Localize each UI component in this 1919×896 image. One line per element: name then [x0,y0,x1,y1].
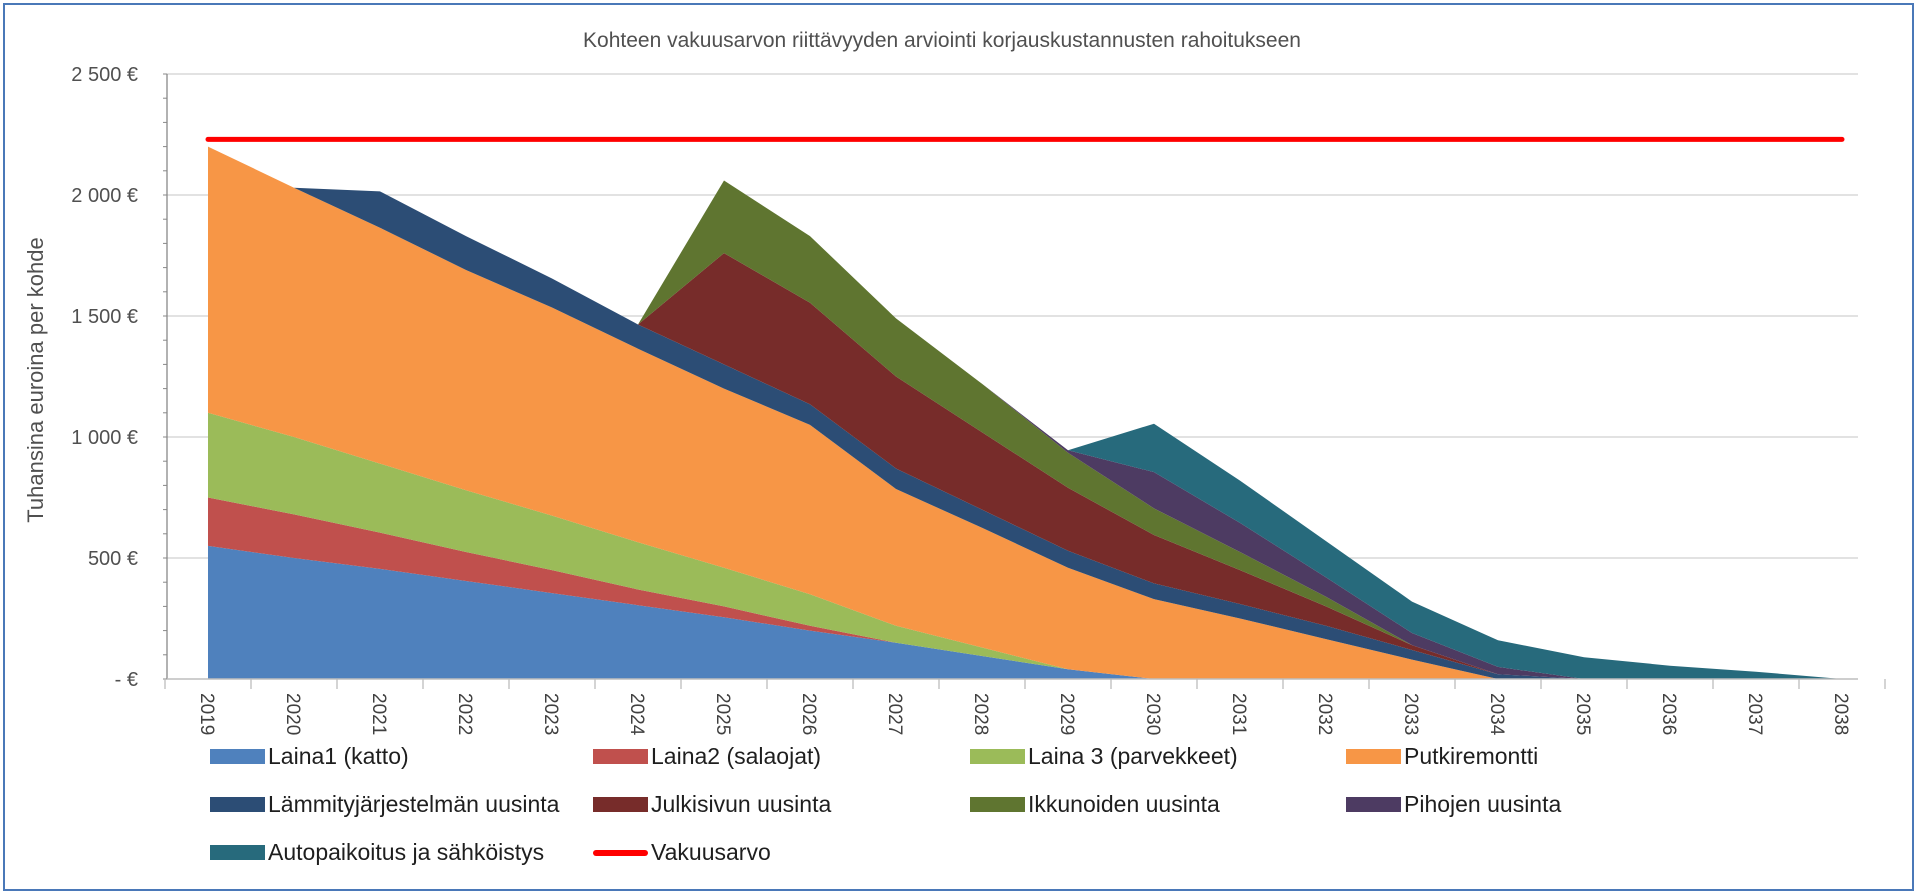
y-tick-label: 500 € [88,548,138,570]
chart-frame: - € 500 € 1 000 € 1 500 € 2 000 € 2 500 € 2019… [3,3,1914,891]
stacked-areas [208,146,1842,680]
x-tick-label: 2033 [1400,693,1421,735]
area-laina2-salaojat [208,497,1842,679]
x-tick-label: 2025 [712,693,733,735]
y-tick-label: - € [115,669,138,691]
x-tick-label: 2026 [798,693,819,735]
legend-swatch [593,849,648,856]
legend-item: Julkisivun uusinta [593,791,831,818]
legend-label: Laina 3 (parvekkeet) [1028,743,1238,769]
x-tick-label: 2037 [1744,693,1765,735]
legend-item: Pihojen uusinta [1346,791,1561,818]
legend-label: Vakuusarvo [651,839,771,865]
legend-swatch [210,749,265,764]
legend-item: Laina 3 (parvekkeet) [970,743,1238,770]
legend-swatch [210,797,265,812]
legend-item: Laina1 (katto) [210,743,409,770]
legend-swatch [1346,749,1401,764]
y-axis-label: Tuhansina euroina per kohde [23,237,48,522]
y-tick-label: 2 500 € [71,64,138,86]
legend-label: Laina1 (katto) [268,743,409,769]
legend-item: Autopaikoitus ja sähköistys [210,839,544,866]
legend-label: Pihojen uusinta [1404,791,1562,817]
area-laina1-katto [208,545,1842,679]
legend-swatch [593,797,648,812]
y-tick-label: 1 000 € [71,427,138,449]
legend-swatch [210,845,265,860]
x-tick-label: 2029 [1056,693,1077,735]
axes: - € 500 € 1 000 € 1 500 € 2 000 € 2 500 € 2019… [71,64,1886,736]
legend-swatch [1346,797,1401,812]
legend-label: Putkiremontti [1404,743,1539,769]
x-tick-label: 2022 [454,693,475,735]
legend-item: Laina2 (salaojat) [593,743,821,770]
legend-label: Julkisivun uusinta [651,791,832,817]
chart: - € 500 € 1 000 € 1 500 € 2 000 € 2 500 € 2019… [23,29,1886,736]
legend-label: Autopaikoitus ja sähköistys [268,839,545,865]
x-tick-label: 2024 [626,693,647,736]
legend-item: Vakuusarvo [593,839,771,866]
area-putkiremontti [208,146,1842,680]
x-tick-label: 2036 [1658,693,1679,735]
legend-swatch [970,749,1025,764]
x-tick-label: 2019 [196,693,217,735]
x-tick-label: 2031 [1228,693,1249,735]
x-tick-label: 2020 [282,693,303,735]
y-tick-label: 2 000 € [71,185,138,207]
legend-item: Putkiremontti [1346,743,1538,770]
legend-label: Lämmityjärjestelmän uusinta [268,791,560,817]
x-tick-label: 2023 [540,693,561,735]
x-tick-label: 2028 [970,693,991,735]
legend-swatch [593,749,648,764]
x-tick-label: 2027 [884,693,905,735]
x-tick-label: 2030 [1142,693,1163,735]
area-l-mmityj-rjestelm-n-uusinta [208,146,1842,680]
legend-item: Lämmityjärjestelmän uusinta [210,791,559,818]
legend-item: Ikkunoiden uusinta [970,791,1220,818]
x-tick-label: 2032 [1314,693,1335,735]
area-laina-3-parvekkeet [208,412,1842,679]
legend-label: Ikkunoiden uusinta [1028,791,1220,817]
x-tick-label: 2034 [1486,693,1507,736]
x-tick-label: 2038 [1830,693,1851,735]
chart-title: Kohteen vakuusarvon riittävyyden arvioin… [583,29,1301,52]
legend-swatch [970,797,1025,812]
legend-label: Laina2 (salaojat) [651,743,822,769]
x-tick-label: 2021 [368,693,389,735]
x-tick-label: 2035 [1572,693,1593,735]
y-tick-label: 1 500 € [71,306,138,328]
